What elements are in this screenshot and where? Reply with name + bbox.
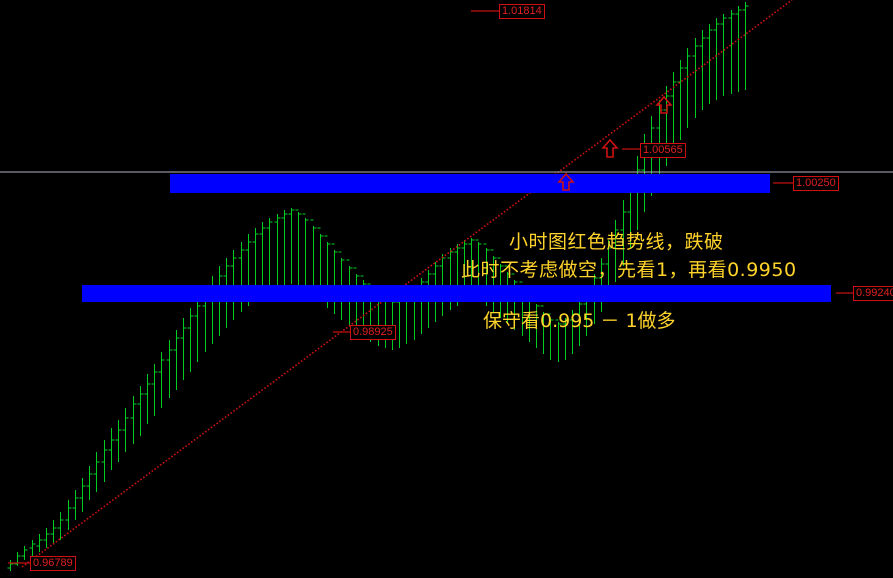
up-arrow-icon — [601, 138, 619, 158]
annotation-line-3: 保守看0.995 － 1做多 — [483, 310, 676, 332]
price-tag-trendline-origin[interactable]: 0.96789 — [30, 556, 76, 571]
support-zone-band[interactable] — [82, 285, 831, 302]
resistance-zone-band[interactable] — [170, 174, 770, 193]
price-tag-high[interactable]: 1.01814 — [499, 4, 545, 19]
up-arrow-icon — [557, 172, 575, 191]
up-arrow-icon — [655, 95, 673, 114]
price-tag-arrow-level[interactable]: 1.00565 — [640, 143, 686, 158]
annotation-line-1: 小时图红色趋势线，跌破 — [509, 231, 724, 253]
price-tag-support-zone[interactable]: 0.99240 — [853, 286, 893, 301]
price-tag-leaders — [8, 10, 853, 564]
annotation-line-2: 此时不考虑做空，先看1，再看0.9950 — [461, 259, 797, 281]
buy-signal-arrows[interactable] — [557, 95, 673, 191]
price-tag-swing-low[interactable]: 0.98925 — [350, 325, 396, 340]
price-tag-current-level[interactable]: 1.00250 — [793, 176, 839, 191]
